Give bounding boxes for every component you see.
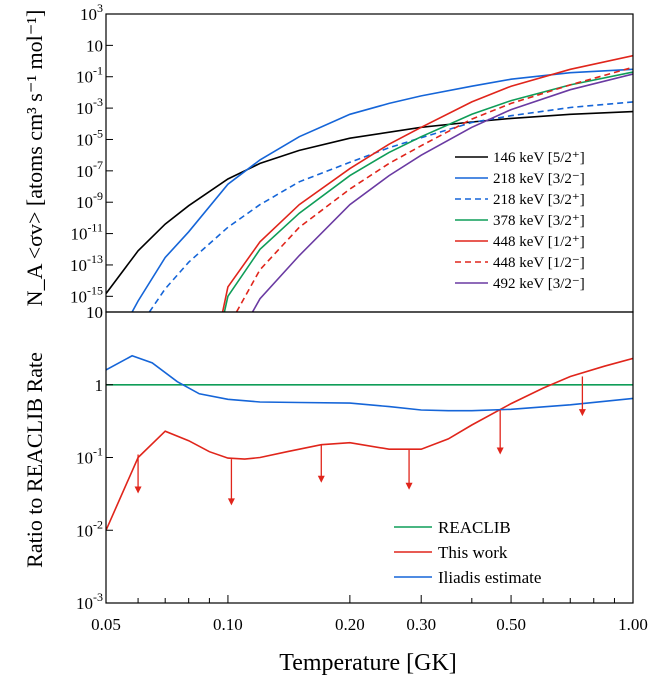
bottom-legend-label-0: REACLIB xyxy=(438,518,511,537)
x-tick-label-5: 1.00 xyxy=(618,615,648,634)
bottom-plot-frame xyxy=(105,311,634,604)
top-legend-label-1: 218 keV [3/2⁻] xyxy=(493,171,585,187)
top-y-tick-label-4: 10-7 xyxy=(76,158,103,181)
bottom-y-tick-label-0: 10 xyxy=(86,303,103,322)
top-legend-label-6: 492 keV [3/2⁻] xyxy=(493,276,585,292)
x-tick-label-3: 0.30 xyxy=(406,615,436,634)
top-legend-label-4: 448 keV [1/2⁺] xyxy=(493,234,585,250)
top-legend-label-0: 146 keV [5/2⁺] xyxy=(493,150,585,166)
upper-limit-arrowhead-2 xyxy=(317,475,325,483)
bottom-legend-label-1: This work xyxy=(438,543,508,562)
bottom-y-tick-label-4: 10-3 xyxy=(76,590,103,613)
top-series-line-0 xyxy=(106,110,633,295)
bottom-series-line-2 xyxy=(106,354,633,412)
bottom-legend: REACLIB This work Iliadis estimate xyxy=(394,518,541,587)
top-y-tick-label-6: 10-3 xyxy=(76,95,103,118)
top-series-line-1 xyxy=(131,68,633,312)
upper-limit-arrows xyxy=(134,376,586,506)
x-axis-label: Temperature [GK] xyxy=(279,650,457,676)
top-y-tick-label-2: 10-11 xyxy=(70,221,103,244)
top-legend-label-3: 378 keV [3/2⁺] xyxy=(493,213,585,229)
top-y-tick-label-1: 10-13 xyxy=(70,252,103,275)
bottom-legend-label-2: Iliadis estimate xyxy=(438,568,541,587)
top-y-tick-label-3: 10-9 xyxy=(76,189,103,212)
top-y-tick-label-7: 10-1 xyxy=(76,64,103,87)
top-series-line-2 xyxy=(148,101,633,312)
top-legend-label-2: 218 keV [3/2⁺] xyxy=(493,192,585,208)
top-series-line-5 xyxy=(235,66,633,312)
top-y-tick-label-0: 10-15 xyxy=(70,283,103,306)
upper-limit-arrowhead-0 xyxy=(134,486,142,494)
top-legend: 146 keV [5/2⁺] 218 keV [3/2⁻] 218 keV [3/2… xyxy=(455,150,585,292)
bottom-y-tick-label-2: 10-1 xyxy=(76,445,103,468)
bottom-y-tick-label-3: 10-2 xyxy=(76,517,103,540)
x-tick-label-4: 0.50 xyxy=(496,615,526,634)
top-panel: 10-15 10-13 10-11 10-9 10-7 10-5 10-3 10-1 10 103… xyxy=(70,1,634,313)
top-legend-label-5: 448 keV [1/2⁻] xyxy=(493,255,585,271)
bottom-y-axis-label: Ratio to REACLIB Rate xyxy=(22,352,47,568)
upper-limit-arrowhead-5 xyxy=(578,409,586,417)
top-y-tick-label-8: 10 xyxy=(86,36,103,55)
bottom-series-line-1 xyxy=(106,357,633,531)
x-tick-label-1: 0.10 xyxy=(213,615,243,634)
top-series-line-4 xyxy=(221,54,633,312)
top-series-line-6 xyxy=(251,73,633,312)
bottom-panel: 10 1 10-1 10-2 10-3 0.05 0.10 0.20 0.30 0.50 1.00 R… xyxy=(76,303,648,634)
x-tick-label-0: 0.05 xyxy=(91,615,121,634)
upper-limit-arrowhead-4 xyxy=(496,447,504,455)
top-y-tick-label-5: 10-5 xyxy=(76,126,103,149)
x-tick-label-2: 0.20 xyxy=(335,615,365,634)
bottom-series-group xyxy=(106,354,633,531)
upper-limit-arrowhead-1 xyxy=(227,498,235,506)
top-series-group xyxy=(106,54,633,312)
bottom-y-tick-label-1: 1 xyxy=(95,376,104,395)
upper-limit-arrowhead-3 xyxy=(405,482,413,490)
top-series-line-3 xyxy=(223,71,633,312)
top-y-tick-label-9: 103 xyxy=(80,1,103,24)
top-y-axis-label: N_A <σv> [atoms cm³ s⁻¹ mol⁻¹] xyxy=(22,10,47,307)
